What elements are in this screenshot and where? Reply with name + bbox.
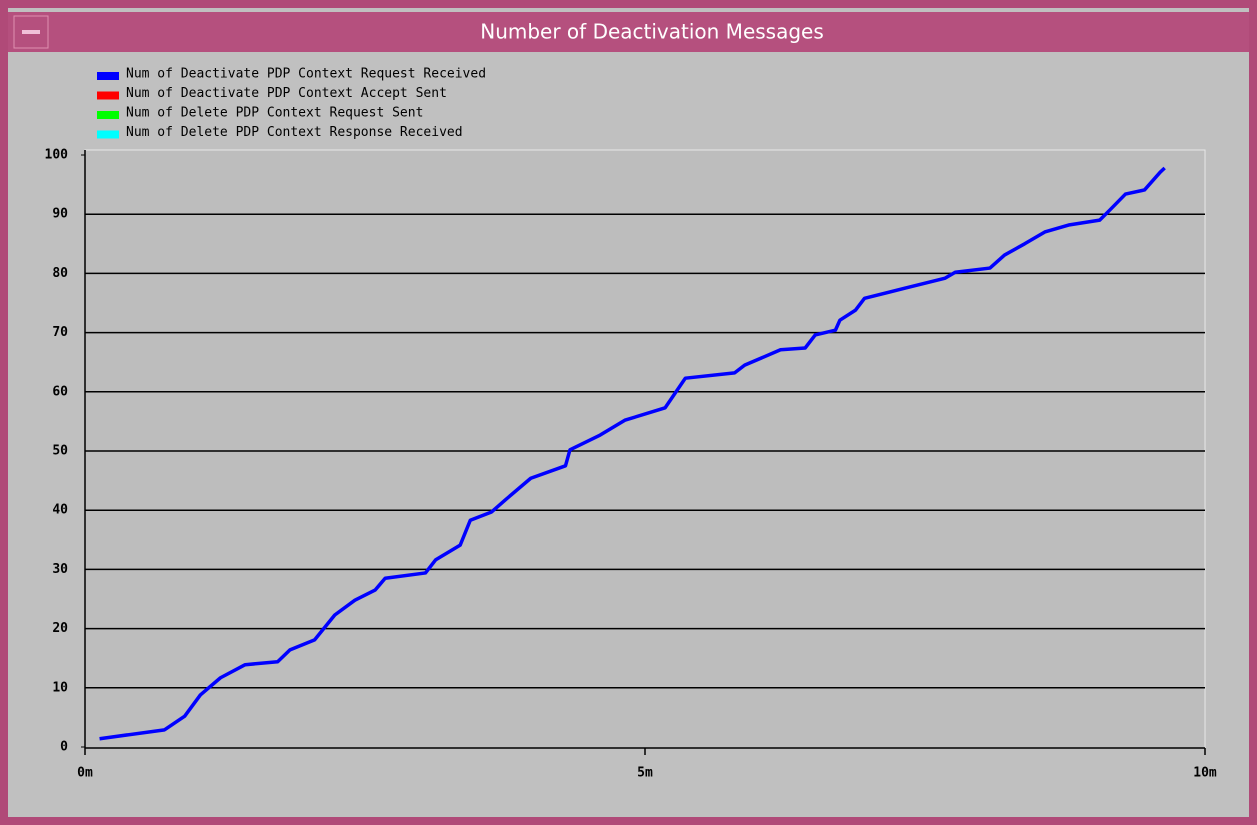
legend-label: Num of Delete PDP Context Request Sent bbox=[126, 106, 423, 121]
y-tick-label: 30 bbox=[52, 562, 68, 577]
y-tick-label: 50 bbox=[52, 444, 68, 459]
legend-swatch bbox=[97, 91, 119, 100]
legend-swatch bbox=[97, 72, 119, 80]
x-tick-label: 10m bbox=[1193, 766, 1217, 781]
x-tick-label: 5m bbox=[637, 766, 653, 781]
y-tick-label: 10 bbox=[52, 680, 68, 695]
legend-label: Num of Delete PDP Context Response Recei… bbox=[126, 125, 463, 140]
legend-swatch bbox=[97, 130, 119, 139]
y-tick-label: 20 bbox=[52, 621, 68, 636]
menu-icon bbox=[22, 30, 40, 34]
y-tick-label: 60 bbox=[52, 384, 68, 399]
y-tick-label: 0 bbox=[60, 740, 68, 755]
y-tick-label: 90 bbox=[52, 207, 68, 222]
legend-swatch bbox=[97, 111, 119, 119]
data-line bbox=[99, 166, 1166, 741]
y-tick-label: 70 bbox=[52, 325, 68, 340]
chart-title: Number of Deactivation Messages bbox=[480, 20, 824, 44]
y-tick-label: 100 bbox=[45, 148, 69, 163]
x-tick-label: 0m bbox=[77, 766, 93, 781]
plot-area bbox=[84, 149, 1206, 749]
title-bar bbox=[8, 12, 1249, 52]
window-menu-button[interactable] bbox=[13, 15, 49, 49]
y-tick-label: 40 bbox=[52, 503, 68, 518]
legend-label: Num of Deactivate PDP Context Request Re… bbox=[126, 67, 486, 82]
y-tick-label: 80 bbox=[52, 266, 68, 281]
legend-label: Num of Deactivate PDP Context Accept Sen… bbox=[126, 86, 447, 101]
